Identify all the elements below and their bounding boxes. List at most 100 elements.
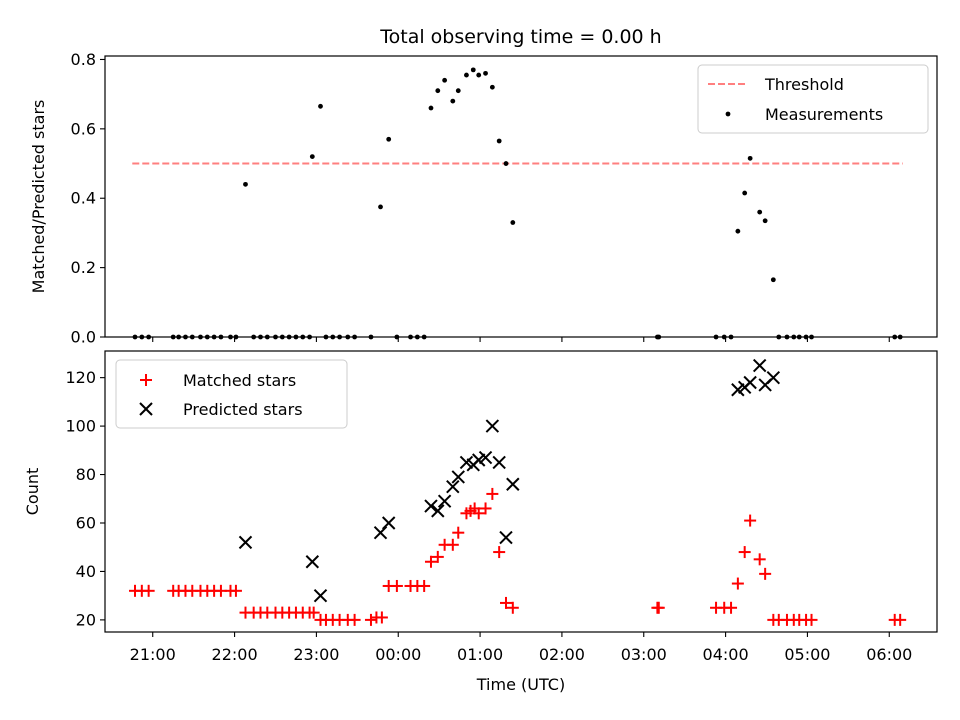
predicted-star-point-b [506, 477, 520, 491]
predicted-star-point-b [459, 455, 474, 470]
predicted-star-point [478, 450, 493, 465]
predicted-star-point [431, 504, 445, 518]
measurement-point [464, 72, 469, 78]
measurement-point [318, 103, 323, 109]
top-ytick-label: 0.4 [71, 189, 96, 208]
measurement-point [428, 105, 434, 111]
bottom-legend-box [115, 359, 348, 429]
predicted-star-point-b [305, 555, 320, 569]
matched-star-point [418, 579, 431, 592]
matched-star-point [229, 584, 242, 597]
matched-star-point [424, 555, 437, 568]
bottom-ytick-label: 80 [76, 465, 96, 484]
x-tick-label: 04:00 [703, 645, 749, 664]
bottom-ytick-label: 60 [76, 513, 96, 532]
predicted-star-point-b [478, 450, 493, 465]
matched-star-point [364, 613, 377, 626]
legend-plus-marker [140, 374, 152, 386]
top-y-axis-label: Matched/Predicted stars [29, 100, 48, 294]
matched-star-point [894, 613, 907, 626]
legend-measurements-swatch [725, 111, 731, 117]
predicted-star-point-b [381, 516, 396, 530]
x-tick-label: 06:00 [866, 645, 912, 664]
predicted-star-point [313, 588, 328, 603]
measurement-point [742, 190, 748, 196]
measurement-point [455, 88, 461, 94]
x-tick-label: 02:00 [539, 645, 585, 664]
x-tick-label: 03:00 [621, 645, 667, 664]
top-ytick-label: 0.0 [71, 328, 96, 347]
matched-star-point [499, 596, 512, 609]
measurement-point [442, 77, 448, 83]
predicted-star-point-b [499, 530, 513, 545]
x-tick-label: 23:00 [293, 645, 339, 664]
predicted-star-point-b [373, 525, 388, 540]
x-tick-label: 22:00 [212, 645, 258, 664]
measurement-point [747, 155, 753, 161]
x-tick-label: 21:00 [130, 645, 176, 664]
predicted-star-point [499, 530, 513, 545]
matched-star-point [348, 613, 361, 626]
bottom-ytick-label: 100 [65, 417, 96, 436]
chart-title: Total observing time = 0.00 h [379, 26, 661, 48]
predicted-star-point-b [437, 494, 452, 508]
x-axis-label: Time (UTC) [476, 675, 565, 694]
matched-star-point [431, 550, 444, 563]
legend-predicted-label: Predicted stars [183, 400, 303, 419]
predicted-star-point [492, 455, 506, 470]
bottom-y-axis: 20 40 60 80 100 120 [65, 368, 105, 629]
predicted-star-point [752, 358, 767, 373]
matched-star-point [493, 546, 506, 559]
top-ytick-label: 0.8 [71, 50, 96, 69]
measurement-point [386, 136, 392, 142]
measurement-point [450, 98, 456, 104]
predicted-star-point [451, 470, 465, 484]
predicted-star-point-b [238, 535, 253, 550]
top-x-ticks [152, 337, 890, 342]
legend-x-marker-b [139, 402, 153, 416]
predicted-star-point-b [431, 504, 445, 518]
predicted-star-point [381, 516, 396, 530]
x-tick-label: 00:00 [375, 645, 421, 664]
measurement-point [470, 67, 476, 73]
measurement-point [757, 209, 763, 215]
measurement-point [483, 70, 488, 76]
top-legend-box [697, 64, 929, 134]
top-plot-frame [104, 55, 938, 338]
predicted-star-point [485, 419, 500, 433]
matched-star-point [486, 487, 499, 500]
measurement-point [762, 218, 768, 224]
matched-star-point [307, 606, 320, 619]
matched-star-point [452, 526, 465, 539]
predicted-star-point-b [313, 588, 328, 603]
bottom-points-layer [129, 358, 907, 626]
predicted-star-point-b [446, 479, 460, 494]
predicted-star-point-b [766, 370, 781, 385]
matched-star-point [142, 584, 155, 597]
measurement-point [435, 88, 441, 94]
x-tick-label: 01:00 [457, 645, 503, 664]
predicted-star-point [506, 477, 520, 491]
measurement-point [489, 84, 495, 90]
top-ytick-label: 0.2 [71, 258, 96, 277]
matched-star-point [390, 579, 403, 592]
measurement-point [735, 228, 741, 234]
legend-x-marker [139, 402, 153, 416]
bottom-y-axis-label: Count [23, 468, 42, 516]
matched-star-point [731, 577, 744, 590]
top-legend: Threshold Measurements [697, 64, 929, 134]
top-panel: 0.00.20.40.60.8 Matched/Predicted stars … [29, 50, 938, 347]
predicted-star-point [437, 494, 452, 508]
matched-star-point [805, 613, 818, 626]
predicted-star-point-b [451, 470, 465, 484]
measurement-point [503, 161, 509, 166]
legend-matched-swatch [140, 374, 152, 386]
matched-star-point [506, 601, 519, 614]
predicted-star-point [424, 499, 438, 513]
matched-star-point [375, 611, 388, 624]
matched-star-point [479, 502, 492, 515]
top-y-axis: 0.0 0.2 0.4 0.6 0.8 [71, 50, 105, 347]
bottom-ytick-label: 120 [65, 368, 96, 387]
legend-predicted-swatch [139, 402, 153, 416]
measurement-point [378, 204, 383, 210]
